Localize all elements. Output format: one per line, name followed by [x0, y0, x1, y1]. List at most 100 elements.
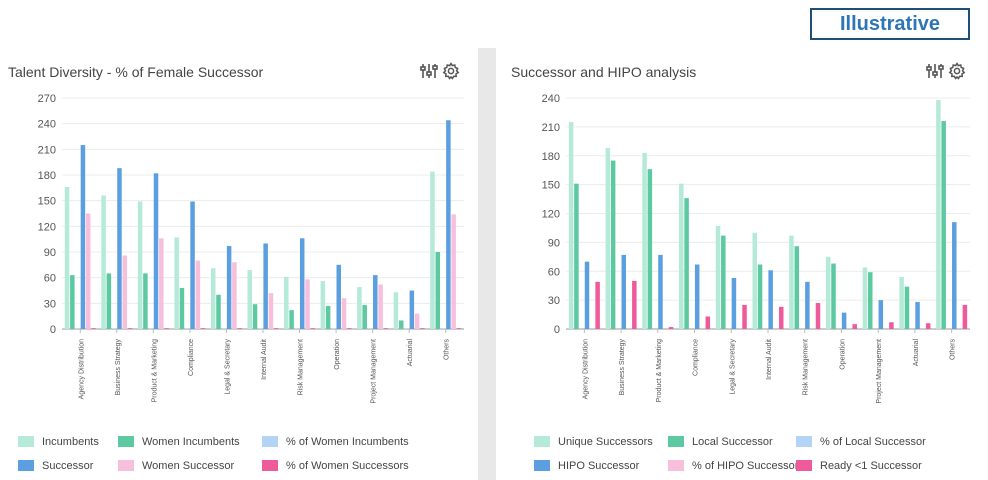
- bar-women-incumbents[interactable]: [362, 305, 367, 329]
- bar--of-women-successors[interactable]: [127, 328, 133, 329]
- legend-swatch[interactable]: [668, 460, 684, 471]
- bar-hipo-successor[interactable]: [621, 254, 626, 329]
- legend-label[interactable]: % of Women Successors: [286, 460, 409, 472]
- sliders-icon[interactable]: [420, 62, 438, 80]
- bar--of-women-successors[interactable]: [200, 328, 206, 329]
- bar-women-successor[interactable]: [268, 293, 274, 329]
- bar-ready-1-successor[interactable]: [779, 306, 784, 329]
- bar-incumbents[interactable]: [320, 281, 326, 329]
- bar-women-successor[interactable]: [451, 214, 456, 329]
- bar-women-incumbents[interactable]: [70, 275, 75, 329]
- bar-ready-1-successor[interactable]: [742, 304, 747, 329]
- legend-label[interactable]: Women Successor: [142, 460, 234, 472]
- bar--of-women-successors[interactable]: [383, 328, 389, 329]
- bar-local-successor[interactable]: [684, 198, 689, 329]
- bar-hipo-successor[interactable]: [768, 270, 773, 329]
- bar--of-women-successors[interactable]: [91, 328, 96, 329]
- bar-hipo-successor[interactable]: [584, 261, 590, 329]
- bar-successor[interactable]: [409, 290, 415, 330]
- bar-ready-1-successor[interactable]: [925, 323, 931, 329]
- bar-successor[interactable]: [336, 264, 341, 329]
- bar-unique-successors[interactable]: [752, 232, 758, 329]
- bar-ready-1-successor[interactable]: [889, 322, 894, 329]
- sliders-icon[interactable]: [926, 62, 944, 80]
- bar-women-successor[interactable]: [232, 262, 237, 329]
- bar-ready-1-successor[interactable]: [852, 324, 857, 329]
- bar-local-successor[interactable]: [831, 263, 836, 329]
- bar-local-successor[interactable]: [867, 272, 873, 329]
- bar-unique-successors[interactable]: [789, 235, 794, 329]
- bar-local-successor[interactable]: [610, 160, 616, 329]
- bar-women-incumbents[interactable]: [216, 294, 221, 329]
- bar-women-incumbents[interactable]: [106, 273, 112, 329]
- legend-swatch[interactable]: [18, 460, 34, 471]
- gear-icon[interactable]: [948, 62, 966, 80]
- bar-ready-1-successor[interactable]: [595, 281, 600, 329]
- bar-successor[interactable]: [299, 238, 305, 329]
- legend-swatch[interactable]: [118, 460, 134, 471]
- bar-hipo-successor[interactable]: [731, 277, 737, 329]
- legend-swatch[interactable]: [18, 436, 34, 447]
- bar-women-successor[interactable]: [122, 255, 128, 329]
- bar--of-women-successors[interactable]: [456, 328, 462, 329]
- bar-successor[interactable]: [446, 120, 451, 329]
- legend-label[interactable]: Women Incumbents: [142, 436, 240, 448]
- bar-women-successor[interactable]: [195, 260, 201, 329]
- bar-hipo-successor[interactable]: [841, 312, 847, 329]
- legend-label[interactable]: Incumbents: [42, 436, 99, 448]
- bar-unique-successors[interactable]: [715, 226, 721, 329]
- bar--of-women-incumbents[interactable]: [440, 328, 446, 329]
- bar-incumbents[interactable]: [247, 269, 253, 329]
- bar-unique-successors[interactable]: [899, 277, 904, 329]
- bar-ready-1-successor[interactable]: [632, 280, 637, 329]
- bar-successor[interactable]: [263, 243, 268, 329]
- bar--of-women-successors[interactable]: [164, 328, 169, 329]
- bar-local-successor[interactable]: [574, 183, 579, 329]
- bar--of-women-successors[interactable]: [310, 328, 316, 329]
- bar-hipo-successor[interactable]: [915, 302, 920, 329]
- bar--of-women-incumbents[interactable]: [221, 328, 227, 329]
- bar-hipo-successor[interactable]: [658, 254, 663, 329]
- bar-local-successor[interactable]: [904, 286, 910, 329]
- bar-incumbents[interactable]: [430, 171, 435, 329]
- bar-unique-successors[interactable]: [825, 256, 831, 329]
- legend-swatch[interactable]: [668, 436, 684, 447]
- bar-women-incumbents[interactable]: [289, 310, 294, 329]
- bar-unique-successors[interactable]: [568, 122, 574, 329]
- bar-women-successor[interactable]: [378, 284, 383, 329]
- bar-women-incumbents[interactable]: [435, 252, 441, 329]
- legend-label[interactable]: Successor: [42, 460, 94, 472]
- bar-incumbents[interactable]: [174, 237, 179, 329]
- legend-label[interactable]: % of Local Successor: [820, 436, 926, 448]
- bar-local-successor[interactable]: [941, 121, 946, 329]
- bar--of-women-successors[interactable]: [237, 328, 242, 329]
- bar--of-women-incumbents[interactable]: [367, 328, 373, 329]
- bar-unique-successors[interactable]: [605, 148, 611, 329]
- bar--of-women-incumbents[interactable]: [111, 328, 117, 329]
- bar-unique-successors[interactable]: [862, 267, 868, 329]
- bar-incumbents[interactable]: [393, 292, 399, 329]
- bar-ready-1-successor[interactable]: [962, 304, 968, 329]
- bar--of-women-incumbents[interactable]: [148, 328, 153, 329]
- bar-hipo-successor[interactable]: [694, 264, 700, 329]
- bar-successor[interactable]: [117, 168, 122, 329]
- bar-incumbents[interactable]: [101, 195, 106, 329]
- bar-local-successor[interactable]: [647, 169, 653, 329]
- legend-swatch[interactable]: [118, 436, 134, 447]
- bar--of-women-successors[interactable]: [274, 328, 279, 329]
- bar-women-incumbents[interactable]: [398, 320, 404, 329]
- bar-local-successor[interactable]: [794, 246, 800, 329]
- bar-hipo-successor[interactable]: [878, 300, 884, 329]
- gear-icon[interactable]: [442, 62, 460, 80]
- bar-local-successor[interactable]: [721, 235, 726, 329]
- bar--of-women-incumbents[interactable]: [185, 328, 190, 329]
- bar-ready-1-successor[interactable]: [668, 327, 674, 329]
- bar-women-incumbents[interactable]: [252, 304, 258, 329]
- legend-swatch[interactable]: [796, 460, 812, 471]
- bar-incumbents[interactable]: [357, 287, 362, 329]
- legend-swatch[interactable]: [262, 460, 278, 471]
- bar-incumbents[interactable]: [210, 268, 216, 329]
- bar-hipo-successor[interactable]: [805, 281, 810, 329]
- legend-swatch[interactable]: [534, 436, 550, 447]
- legend-swatch[interactable]: [796, 436, 812, 447]
